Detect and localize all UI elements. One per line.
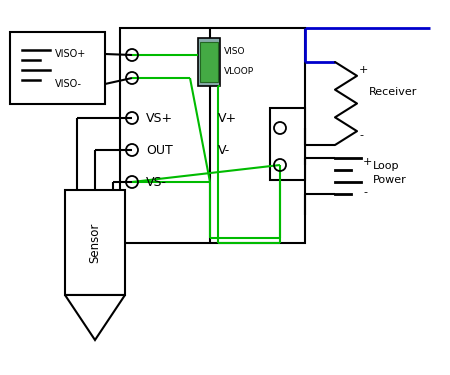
Text: OUT: OUT [146, 144, 173, 156]
Bar [270, 108, 305, 180]
Bar [120, 28, 305, 243]
Text: Receiver: Receiver [369, 87, 418, 97]
Text: +: + [363, 157, 373, 167]
Bar [198, 38, 220, 86]
Text: Sensor: Sensor [89, 222, 102, 262]
Text: Power: Power [373, 175, 407, 185]
Text: VLOOP: VLOOP [224, 68, 254, 76]
Text: VISO-: VISO- [55, 79, 82, 89]
Text: V+: V+ [218, 111, 237, 125]
Text: VS-: VS- [146, 176, 167, 189]
Text: VS+: VS+ [146, 111, 173, 125]
Text: VISO: VISO [224, 48, 246, 57]
Bar [65, 190, 125, 295]
Text: VISO+: VISO+ [55, 49, 86, 59]
Text: -: - [359, 130, 363, 140]
Text: Loop: Loop [373, 161, 400, 171]
Text: +: + [359, 65, 369, 75]
Text: -: - [363, 187, 367, 197]
Text: V-: V- [218, 144, 230, 156]
Bar [10, 32, 105, 104]
Polygon shape [65, 295, 125, 340]
Bar [200, 42, 218, 82]
